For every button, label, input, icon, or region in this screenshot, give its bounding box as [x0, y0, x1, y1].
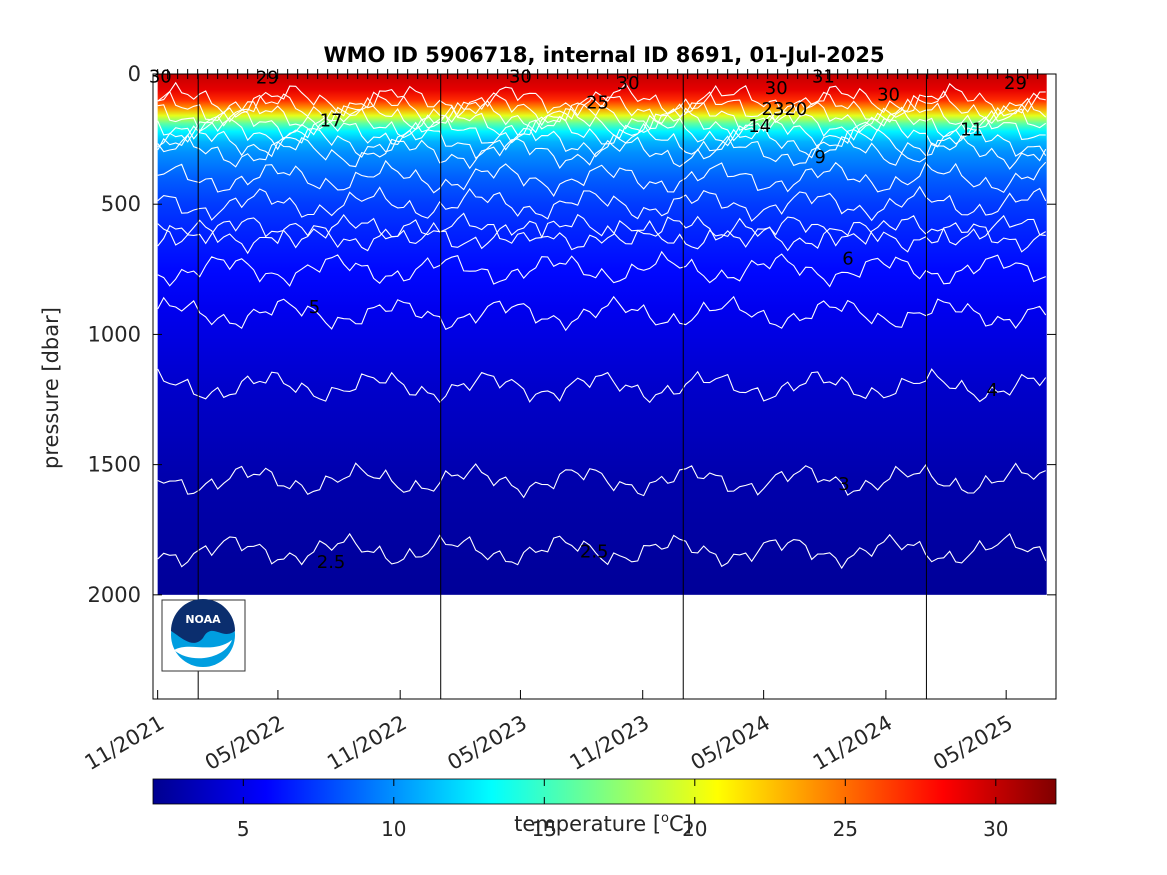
colorbar-label-unit: C] — [669, 812, 692, 836]
contour-label: 6 — [842, 249, 853, 270]
contour-label: 9 — [814, 147, 825, 168]
contour-label: 2.5 — [317, 552, 346, 573]
colorbar-label: temperature [oC] — [514, 811, 692, 836]
contour-label: 23 — [761, 99, 784, 120]
isotherm-line — [157, 105, 1047, 142]
isotherm-line — [157, 212, 1046, 249]
colorbar-tick-label: 5 — [237, 817, 250, 841]
noaa-logo-icon: NOAA — [161, 599, 246, 672]
heatmap-field — [157, 74, 1047, 595]
chart-title: WMO ID 5906718, internal ID 8691, 01-Jul… — [323, 43, 884, 67]
contour-label: 29 — [1004, 73, 1027, 94]
colorbar-tick-label: 30 — [983, 817, 1008, 841]
y-tick-label: 1500 — [88, 453, 141, 477]
plot-frame — [152, 73, 1057, 700]
x-tick-label: 11/2021 — [81, 711, 169, 775]
colorbar-tick-label: 10 — [381, 817, 406, 841]
contour-label: 31 — [812, 66, 835, 87]
x-tick-label: 05/2024 — [687, 711, 775, 775]
isotherm-3 — [157, 462, 1046, 499]
colorbar-tick-label: 25 — [833, 817, 858, 841]
x-tick-label: 05/2025 — [929, 711, 1017, 775]
contour-label: 14 — [748, 116, 771, 137]
colorbar-tick-label: 20 — [682, 817, 707, 841]
contour-label: 5 — [309, 297, 320, 318]
contour-label: 30 — [877, 85, 900, 106]
y-tick-label: 2000 — [88, 583, 141, 607]
isotherm-line — [157, 96, 1047, 134]
colorbar-label-degree: o — [661, 811, 669, 826]
temperature-heatmap — [157, 74, 1047, 595]
colorbar-tick-label: 15 — [532, 817, 557, 841]
isotherm-line — [157, 185, 1047, 222]
y-tick-label: 1000 — [88, 322, 141, 346]
isotherm-line — [157, 90, 1046, 127]
x-tick-label: 05/2023 — [443, 711, 531, 775]
contour-label: 320 — [773, 99, 807, 120]
x-tick-label: 11/2023 — [566, 711, 654, 775]
isotherm-2.5 — [157, 532, 1047, 570]
isotherm-line — [157, 114, 1046, 151]
isotherm-line — [157, 159, 1047, 197]
y-axis-label: pressure [dbar] — [39, 307, 63, 469]
contour-label: 30 — [617, 73, 640, 94]
contour-label: 30 — [509, 66, 532, 87]
x-tick-label: 11/2022 — [323, 711, 411, 775]
x-axis: 11/2021 05/2022 11/2022 05/2023 11/2023 05/20… — [81, 690, 1017, 775]
y-tick-label: 500 — [101, 192, 141, 216]
contour-label: 11 — [960, 120, 983, 141]
contour-label: 4 — [986, 380, 997, 401]
noaa-logo-text: NOAA — [185, 613, 221, 626]
contour-label: 17 — [320, 111, 343, 132]
colorbar — [152, 778, 1057, 805]
isotherm-5 — [157, 295, 1047, 332]
isotherm-line — [157, 250, 1046, 288]
year-divider-lines — [197, 74, 927, 699]
x-tick-label: 11/2024 — [809, 711, 897, 775]
isotherm-line — [157, 134, 1047, 170]
contour-label: 25 — [586, 92, 609, 113]
isotherm-6 — [157, 217, 1046, 255]
colorbar-ticks: 5 10 15 20 25 30 — [237, 779, 1009, 841]
colorbar-label-base: temperature [ — [514, 812, 661, 836]
x-tick-label: 05/2022 — [201, 711, 289, 775]
contour-label: 3 — [838, 474, 849, 495]
profile-tick-marks — [157, 69, 1039, 79]
y-tick-label: 0 — [128, 62, 141, 86]
isotherm-line — [157, 122, 1047, 159]
contour-label: 2.5 — [580, 542, 609, 563]
isotherm-line — [157, 81, 1046, 118]
contour-label: 30 — [765, 78, 788, 99]
isotherm-4 — [157, 368, 1047, 404]
y-axis: 0 500 1000 1500 2000 — [88, 62, 1056, 607]
isotherm-contours — [157, 81, 1047, 570]
contour-label: 30 — [149, 66, 172, 87]
